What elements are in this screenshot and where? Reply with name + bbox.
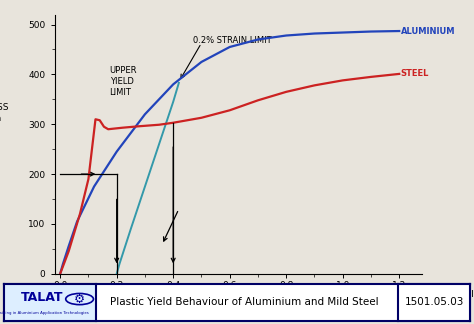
Text: B: B (169, 290, 175, 299)
Text: STEEL: STEEL (401, 69, 429, 78)
Text: STRESS
MPa: STRESS MPa (0, 103, 9, 123)
Text: 1501.05.03: 1501.05.03 (404, 297, 464, 307)
Text: TALAT: TALAT (21, 291, 64, 304)
Text: Training in Aluminium Application Technologies: Training in Aluminium Application Techno… (0, 311, 89, 315)
Text: UPPER
YIELD
LIMIT: UPPER YIELD LIMIT (109, 66, 137, 98)
Text: ⚙: ⚙ (74, 293, 85, 306)
Text: STRAIN %: STRAIN % (447, 290, 474, 299)
Text: C: C (186, 290, 192, 299)
Text: 0.2% STRAIN LIMIT: 0.2% STRAIN LIMIT (193, 36, 272, 45)
Text: ALUMINIUM: ALUMINIUM (401, 27, 455, 36)
Text: Plastic Yield Behaviour of Aluminium and Mild Steel: Plastic Yield Behaviour of Aluminium and… (109, 297, 378, 307)
Text: A: A (112, 290, 118, 299)
